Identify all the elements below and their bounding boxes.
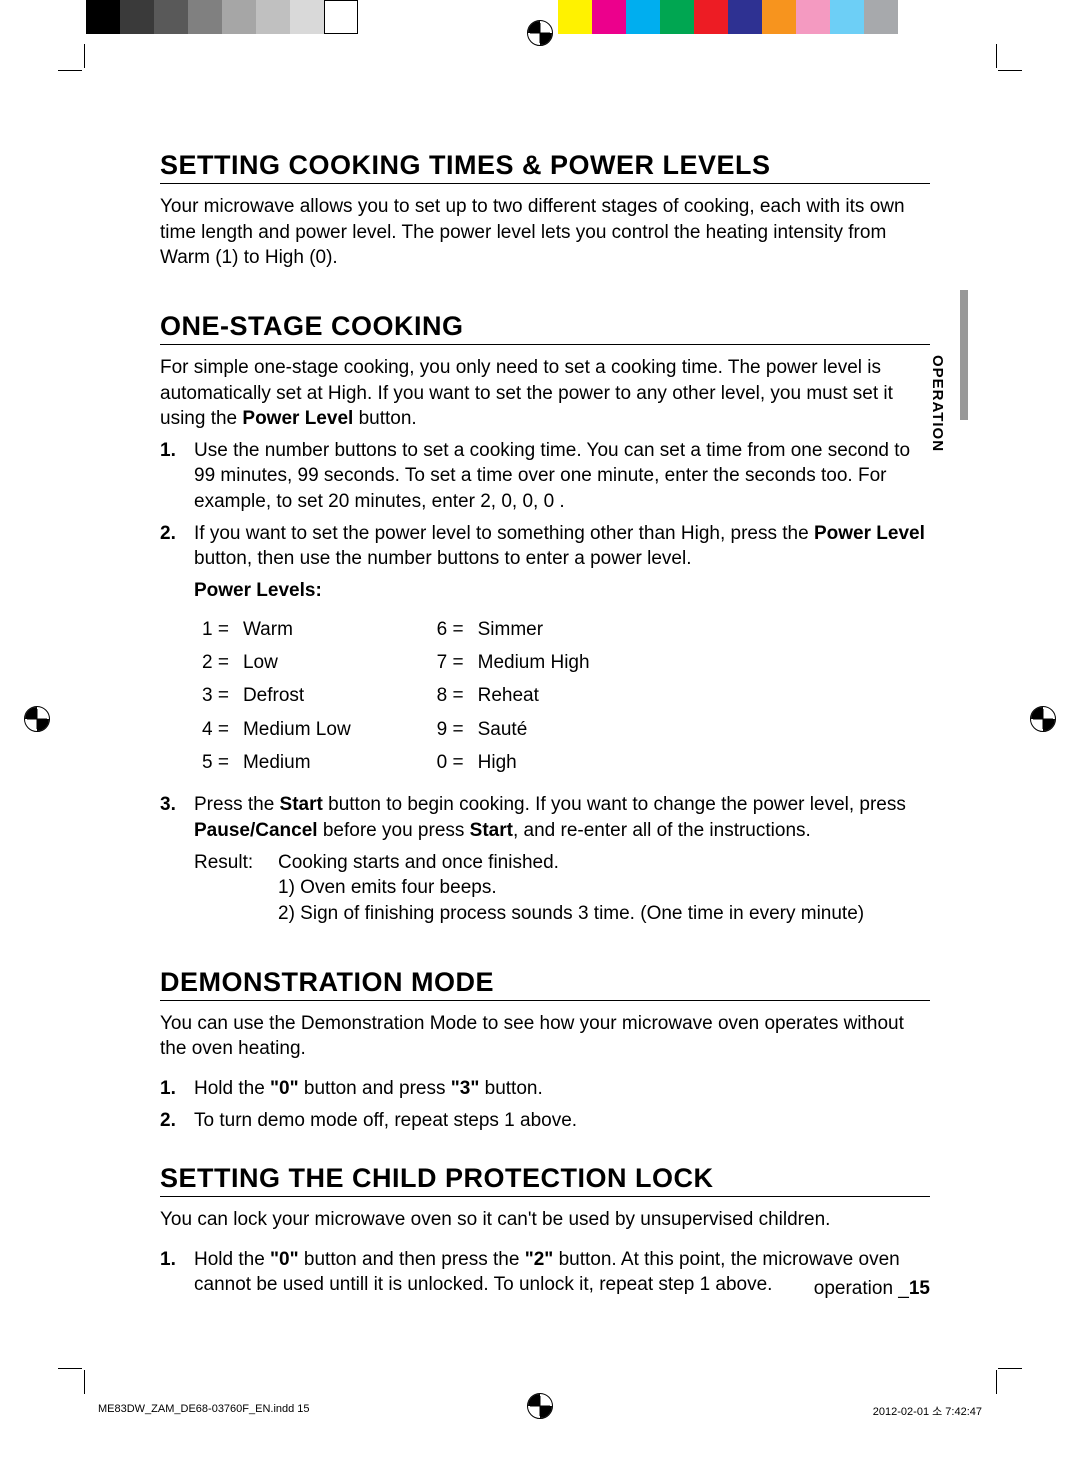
crop-mark bbox=[996, 1370, 997, 1394]
registration-mark-top bbox=[527, 20, 553, 46]
result-block: Result: Cooking starts and once finished… bbox=[194, 850, 930, 927]
section-side-tab: OPERATION bbox=[946, 290, 968, 420]
page-footer-operation: operation _15 bbox=[160, 1278, 930, 1300]
body-text: For simple one-stage cooking, you only n… bbox=[160, 355, 930, 432]
step-item: 2.To turn demo mode off, repeat steps 1 … bbox=[160, 1108, 930, 1134]
heading-child-protection-lock: SETTING THE CHILD PROTECTION LOCK bbox=[160, 1163, 930, 1197]
steps-list: 1.Use the number buttons to set a cookin… bbox=[160, 438, 930, 604]
registration-mark-left bbox=[24, 706, 50, 732]
heading-demonstration-mode: DEMONSTRATION MODE bbox=[160, 967, 930, 1001]
crop-mark bbox=[996, 44, 997, 68]
power-levels-label: Power Levels: bbox=[194, 578, 930, 604]
page-number: 15 bbox=[909, 1278, 930, 1299]
crop-mark bbox=[84, 1370, 85, 1394]
crop-mark bbox=[998, 70, 1022, 71]
step-item: 2. If you want to set the power level to… bbox=[160, 521, 930, 604]
step-item: 1. Hold the "0" button and press "3" but… bbox=[160, 1076, 930, 1102]
crop-mark bbox=[998, 1368, 1022, 1369]
step-item: 3. Press the Start button to begin cooki… bbox=[160, 792, 930, 843]
print-footer-left: ME83DW_ZAM_DE68-03760F_EN.indd 15 bbox=[98, 1403, 310, 1419]
result-label: Result: bbox=[194, 850, 264, 927]
heading-setting-cooking-times: SETTING COOKING TIMES & POWER LEVELS bbox=[160, 150, 930, 184]
page-content: SETTING COOKING TIMES & POWER LEVELS You… bbox=[160, 150, 930, 1304]
side-tab-label: OPERATION bbox=[929, 355, 946, 452]
crop-mark bbox=[84, 44, 85, 68]
crop-mark bbox=[58, 1368, 82, 1369]
step-item: 1.Use the number buttons to set a cookin… bbox=[160, 438, 930, 515]
steps-list: 1. Hold the "0" button and press "3" but… bbox=[160, 1076, 930, 1133]
heading-one-stage-cooking: ONE-STAGE COOKING bbox=[160, 311, 930, 345]
crop-mark bbox=[58, 70, 82, 71]
body-text: Your microwave allows you to set up to t… bbox=[160, 194, 930, 271]
power-levels-table: 1 =Warm2 =Low3 =Defrost4 =Medium Low5 =M… bbox=[194, 612, 930, 781]
registration-mark-right bbox=[1030, 706, 1056, 732]
print-footer: ME83DW_ZAM_DE68-03760F_EN.indd 15 2012-0… bbox=[98, 1403, 982, 1419]
body-text: You can lock your microwave oven so it c… bbox=[160, 1207, 930, 1233]
body-text: You can use the Demonstration Mode to se… bbox=[160, 1011, 930, 1062]
steps-list: 3. Press the Start button to begin cooki… bbox=[160, 792, 930, 843]
print-footer-right: 2012-02-01 소 7:42:47 bbox=[873, 1403, 982, 1419]
